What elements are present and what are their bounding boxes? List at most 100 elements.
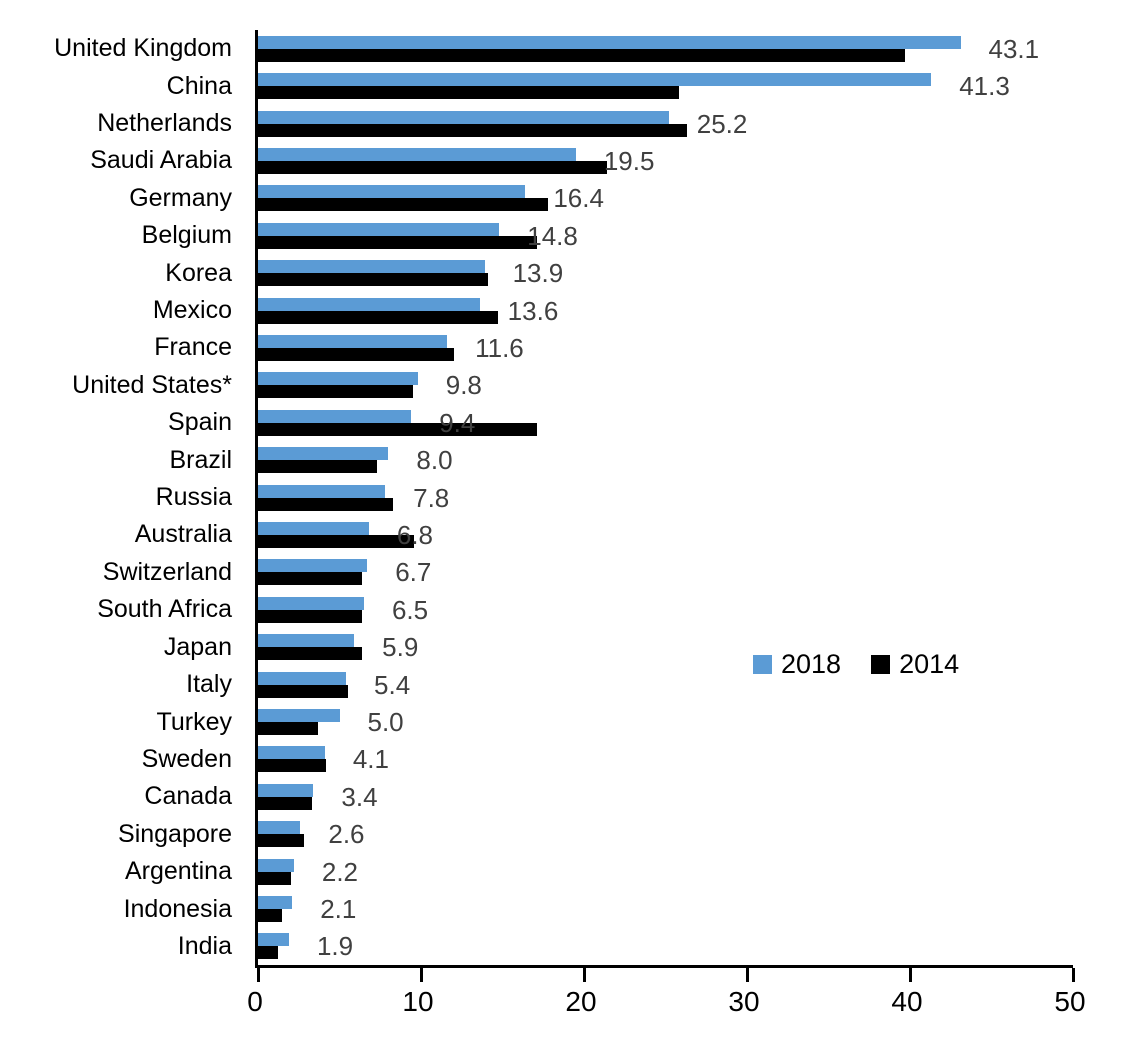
value-label: 1.9 xyxy=(316,931,354,962)
bar-2014 xyxy=(258,684,348,698)
category-label: Singapore xyxy=(118,819,232,848)
bar-2014 xyxy=(258,273,488,287)
bar-2018 xyxy=(258,447,389,461)
value-label: 43.1 xyxy=(988,33,1040,64)
category-label: Brazil xyxy=(169,445,232,474)
bar-group: 6.8 xyxy=(258,516,1073,553)
category-label: Canada xyxy=(144,782,232,811)
bar-2014 xyxy=(258,422,537,436)
value-label: 2.6 xyxy=(328,819,365,850)
bar-2014 xyxy=(258,123,687,137)
category-label: Belgium xyxy=(141,221,232,250)
x-axis-tick xyxy=(1071,968,1075,982)
category-label: United States* xyxy=(72,370,232,399)
x-axis-tick xyxy=(256,968,260,982)
bar-2014 xyxy=(258,759,327,773)
bar-2014 xyxy=(258,385,413,399)
bar-2014 xyxy=(258,647,363,661)
bar-group: 6.5 xyxy=(258,591,1073,628)
value-label: 6.8 xyxy=(396,519,433,550)
bar-group: 7.8 xyxy=(258,479,1073,516)
bar-2014 xyxy=(258,347,454,361)
bar-2018 xyxy=(258,521,369,535)
bar-2018 xyxy=(258,222,500,236)
bar-2014 xyxy=(258,722,319,736)
value-label: 13.9 xyxy=(512,258,564,289)
value-label: 9.8 xyxy=(445,370,482,401)
bar-2018 xyxy=(258,185,526,199)
category-label: France xyxy=(154,333,232,362)
category-label: Russia xyxy=(155,483,232,512)
bar-group: 8.0 xyxy=(258,441,1073,478)
x-axis-tick-label: 30 xyxy=(728,986,760,1017)
x-axis-tick xyxy=(582,968,586,982)
bar-2014 xyxy=(258,871,291,885)
bar-2018 xyxy=(258,334,448,348)
category-label: Spain xyxy=(168,408,232,437)
category-label: Australia xyxy=(134,520,232,549)
bar-2018 xyxy=(258,671,347,685)
category-label: Turkey xyxy=(156,707,232,736)
category-label: Japan xyxy=(163,632,232,661)
bar-group: 14.8 xyxy=(258,217,1073,254)
bar-2014 xyxy=(258,834,304,848)
bar-group: 5.0 xyxy=(258,703,1073,740)
value-label: 19.5 xyxy=(603,145,655,176)
bar-2018 xyxy=(258,896,293,910)
value-label: 2.2 xyxy=(321,856,359,887)
x-axis-tick-label: 20 xyxy=(565,986,597,1017)
bar-group: 11.6 xyxy=(258,329,1073,366)
bar-group: 9.8 xyxy=(258,367,1073,404)
category-label: Indonesia xyxy=(123,894,232,923)
bar-group: 2.2 xyxy=(258,853,1073,890)
bar-2014 xyxy=(258,946,278,960)
category-label: China xyxy=(166,71,232,100)
value-label: 6.5 xyxy=(391,594,429,625)
bar-2018 xyxy=(258,73,932,87)
bar-2018 xyxy=(258,372,418,386)
category-label: Sweden xyxy=(141,744,232,773)
value-label: 8.0 xyxy=(416,445,453,476)
category-label: Switzerland xyxy=(102,557,232,586)
value-label: 2.1 xyxy=(320,894,357,925)
bar-rows: 43.1 41.3 25.2 19.5 16.4 14.8 13.9 13.6 11.6 9.8 9… xyxy=(258,30,1073,965)
bar-2018 xyxy=(258,110,669,124)
value-label: 6.7 xyxy=(395,557,432,588)
legend-swatch xyxy=(753,655,772,674)
category-label: Italy xyxy=(186,670,232,699)
legend-item-2014: 2014 xyxy=(871,651,959,678)
bar-2014 xyxy=(258,310,498,324)
category-axis: United Kingdom China Netherlands Saudi Arab… xyxy=(0,30,242,965)
bar-2018 xyxy=(258,35,961,49)
bar-2014 xyxy=(258,235,537,249)
bar-group: 41.3 xyxy=(258,67,1073,104)
value-label: 16.4 xyxy=(553,183,604,214)
value-label: 25.2 xyxy=(696,108,748,139)
category-label: United Kingdom xyxy=(54,34,232,63)
bar-group: 5.9 xyxy=(258,629,1073,666)
value-label: 5.0 xyxy=(367,707,404,738)
bar-2018 xyxy=(258,858,294,872)
bar-2018 xyxy=(258,746,325,760)
bar-group: 25.2 xyxy=(258,105,1073,142)
x-axis-tick xyxy=(908,968,912,982)
bar-2018 xyxy=(258,297,480,311)
value-label: 4.1 xyxy=(352,744,389,775)
bar-group: 43.1 xyxy=(258,30,1073,67)
x-axis-tick-label: 50 xyxy=(1054,986,1086,1017)
bar-group: 2.1 xyxy=(258,890,1073,927)
x-axis-tick xyxy=(419,968,423,982)
value-label: 5.9 xyxy=(382,632,419,663)
bar-2014 xyxy=(258,534,415,548)
category-label: Germany xyxy=(129,183,232,212)
bar-group: 16.4 xyxy=(258,180,1073,217)
category-label: Argentina xyxy=(124,857,232,886)
bar-2014 xyxy=(258,48,906,62)
category-label: Korea xyxy=(165,258,232,287)
legend-label: 2018 xyxy=(781,649,842,679)
x-axis-tick xyxy=(745,968,749,982)
category-label: India xyxy=(177,931,232,960)
x-axis-tick-label: 10 xyxy=(402,986,434,1017)
bar-group: 9.4 xyxy=(258,404,1073,441)
category-label: Mexico xyxy=(152,296,232,325)
